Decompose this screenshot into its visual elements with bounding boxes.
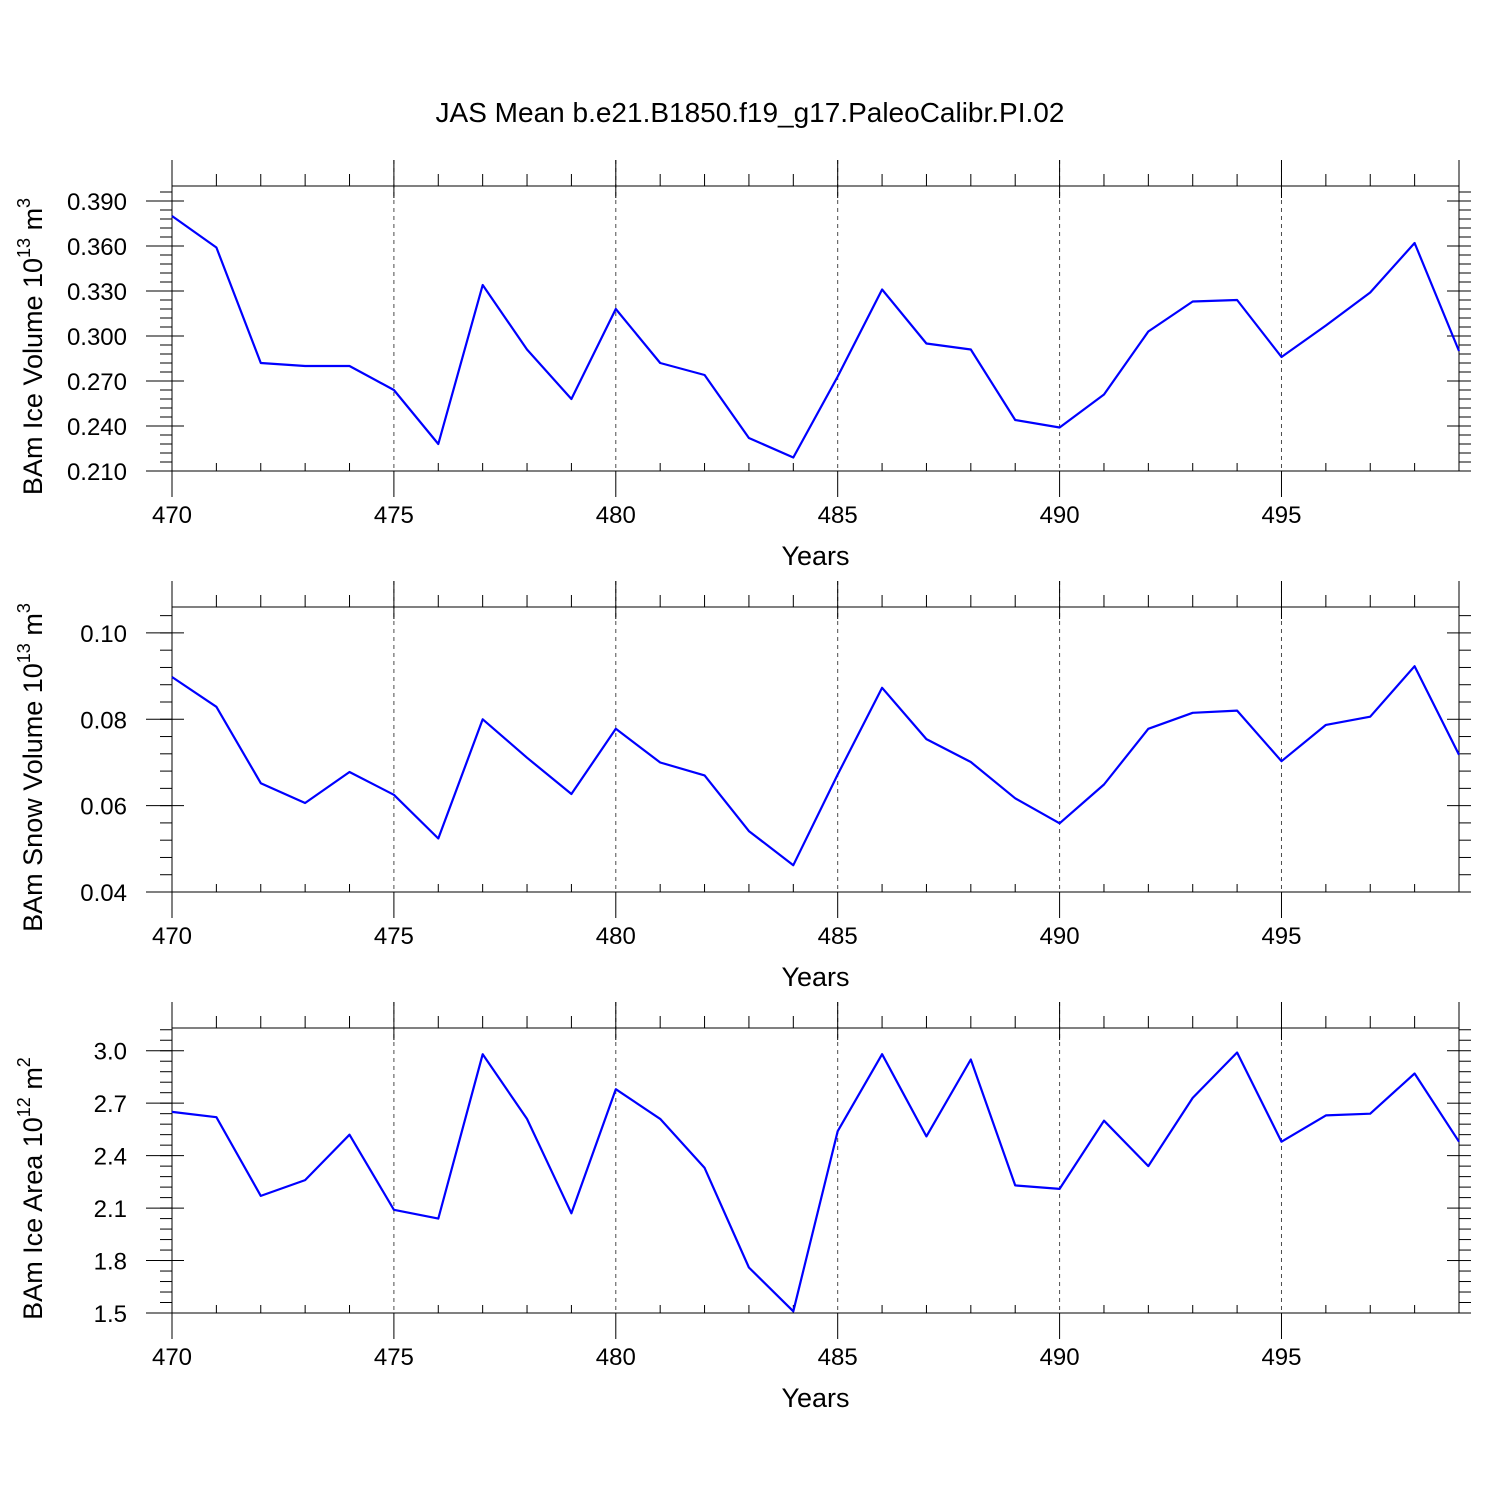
x-tick-label: 485 — [818, 502, 858, 529]
y-tick-label: 0.10 — [80, 621, 127, 648]
y-tick-label: 0.06 — [80, 794, 127, 821]
y-tick-label: 2.4 — [94, 1144, 127, 1171]
plot-frame — [171, 185, 1460, 472]
y-tick-label: 0.330 — [67, 279, 127, 306]
y-tick-label: 2.7 — [94, 1091, 127, 1118]
x-tick-label: 475 — [374, 923, 414, 950]
plot-frame — [171, 606, 1460, 893]
y-tick-label: 0.210 — [67, 459, 127, 486]
x-tick-label: 480 — [596, 502, 636, 529]
y-axis-label: BAm Ice Area 1012 m2 — [14, 1057, 48, 1320]
x-tick-label: 490 — [1040, 1344, 1080, 1371]
y-tick-label: 0.360 — [67, 234, 127, 261]
x-tick-label: 475 — [374, 1344, 414, 1371]
y-axis-label: BAm Ice Volume 1013 m3 — [14, 198, 48, 495]
x-tick-label: 480 — [596, 923, 636, 950]
y-tick-label: 0.08 — [80, 707, 127, 734]
y-tick-label: 0.390 — [67, 189, 127, 216]
series-line — [171, 215, 1461, 459]
chart-panel-2: 0.04 0.06 0.08 0.10 470 475 480 485 490 495 Years B… — [14, 581, 1471, 992]
x-tick-label: 475 — [374, 502, 414, 529]
x-axis-label: Years — [781, 1383, 849, 1413]
x-axis-label: Years — [781, 541, 849, 571]
x-tick-label: 485 — [818, 923, 858, 950]
x-tick-label: 470 — [152, 1344, 192, 1371]
y-tick-label: 0.04 — [80, 880, 127, 907]
y-tick-label: 0.300 — [67, 324, 127, 351]
x-tick-label: 485 — [818, 1344, 858, 1371]
x-tick-label: 490 — [1040, 923, 1080, 950]
x-tick-label: 495 — [1261, 1344, 1301, 1371]
chart-panel-1: 0.210 0.240 0.270 0.300 0.330 0.360 0.390 470 47… — [14, 160, 1471, 571]
plot-frame — [171, 1027, 1460, 1314]
x-tick-label: 495 — [1261, 502, 1301, 529]
figure-title: JAS Mean b.e21.B1850.f19_g17.PaleoCalibr… — [436, 97, 1065, 128]
y-tick-label: 1.8 — [94, 1249, 127, 1276]
x-tick-label: 470 — [152, 502, 192, 529]
y-tick-label: 2.1 — [94, 1196, 127, 1223]
y-tick-label: 0.270 — [67, 369, 127, 396]
x-tick-label: 470 — [152, 923, 192, 950]
x-tick-label: 480 — [596, 1344, 636, 1371]
y-tick-label: 1.5 — [94, 1301, 127, 1328]
x-tick-label: 495 — [1261, 923, 1301, 950]
x-tick-label: 490 — [1040, 502, 1080, 529]
y-axis-label: BAm Snow Volume 1013 m3 — [14, 603, 48, 932]
chart-panel-3: 1.5 1.8 2.1 2.4 2.7 3.0 470 475 480 485 490 495 Year… — [14, 1002, 1471, 1413]
series-line — [171, 665, 1460, 867]
x-axis-label: Years — [781, 962, 849, 992]
y-tick-label: 3.0 — [94, 1039, 127, 1066]
series-line — [171, 1051, 1460, 1313]
y-tick-label: 0.240 — [67, 414, 127, 441]
